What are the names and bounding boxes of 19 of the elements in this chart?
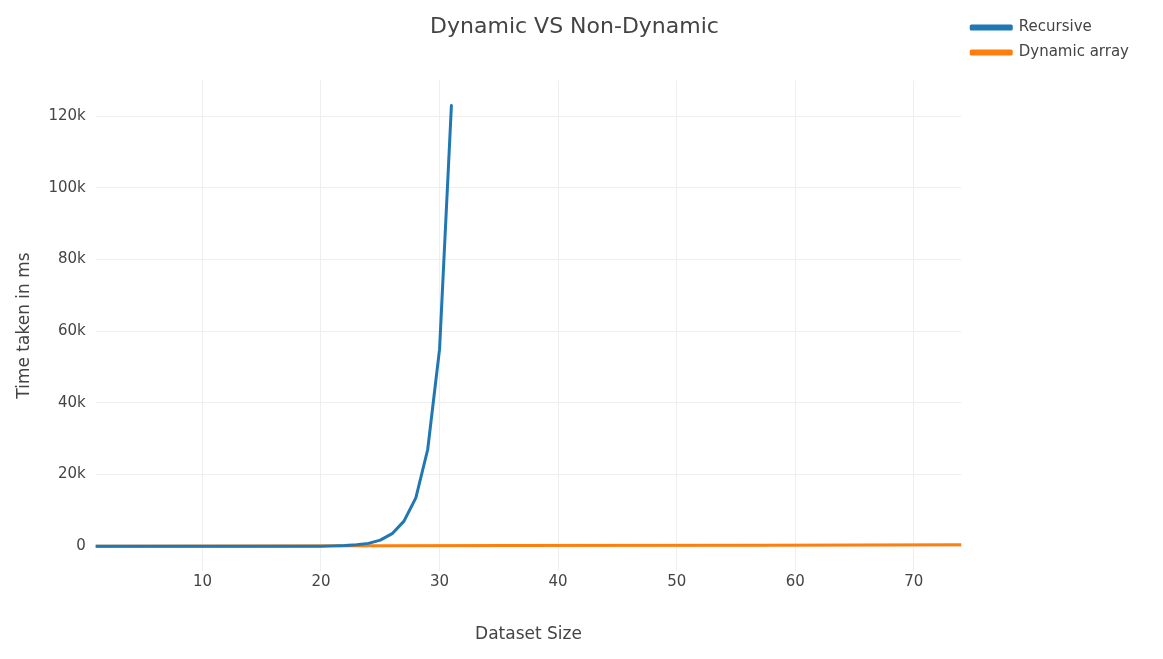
y-tick-label: 80k: [57, 249, 87, 268]
y-axis-title: Time taken in ms: [12, 252, 33, 400]
x-tick-label: 70: [904, 572, 924, 591]
y-tick-label: 40k: [57, 392, 87, 411]
x-tick-label: 60: [785, 572, 805, 591]
x-axis-title: Dataset Size: [475, 623, 582, 644]
y-tick-label: 60k: [57, 321, 87, 340]
legend-label: Dynamic array: [1018, 42, 1130, 61]
x-tick-label: 30: [430, 572, 450, 591]
x-tick-label: 50: [667, 572, 687, 591]
x-tick-label: 10: [192, 572, 212, 591]
legend-label: Recursive: [1018, 17, 1092, 36]
y-tick-label: 0: [76, 536, 86, 555]
x-tick-label: 20: [311, 572, 331, 591]
y-tick-label: 100k: [48, 177, 87, 196]
y-tick-label: 20k: [57, 464, 87, 483]
y-tick-label: 120k: [48, 106, 87, 125]
x-tick-label: 40: [548, 572, 568, 591]
chart-title: Dynamic VS Non-Dynamic: [430, 12, 719, 38]
